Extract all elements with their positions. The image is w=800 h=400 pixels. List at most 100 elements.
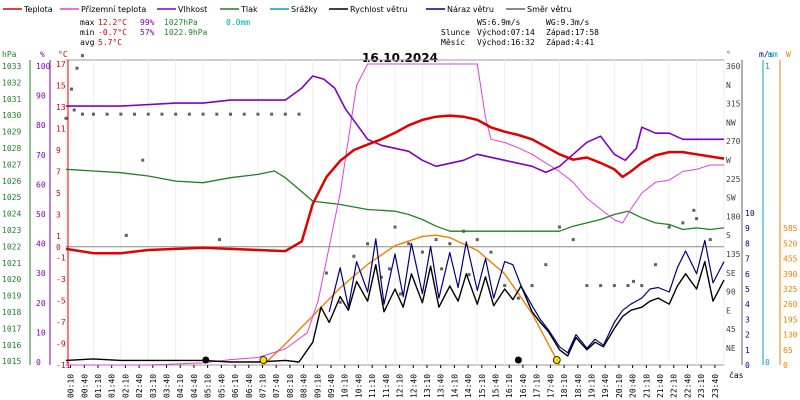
x-tick-label: 06:40 — [245, 374, 254, 398]
axis-tick-w: 0 — [783, 361, 788, 370]
x-tick-label: 23:40 — [711, 374, 720, 398]
x-tick-label: 11:10 — [368, 374, 377, 398]
wind-direction-dot — [489, 250, 493, 254]
axis-tick-pct: 90 — [36, 92, 46, 101]
axis-tick-ms: 7 — [745, 255, 750, 264]
x-tick-label: 20:40 — [629, 374, 638, 398]
moon-rise: Východ:16:32 — [477, 38, 535, 47]
wind-direction-dot — [72, 108, 76, 112]
axis-tick-ms: 8 — [745, 239, 750, 248]
legend-label: Vlhkost — [178, 5, 207, 14]
x-tick-label: 16:40 — [519, 374, 528, 398]
axis-tick-ms: 1 — [745, 346, 750, 355]
wind-direction-dot — [69, 87, 73, 91]
wind-direction-dot — [448, 242, 452, 246]
stat-min-humidity: 57% — [140, 28, 155, 37]
plot-area: 1033103210311030102910281027102610251024… — [2, 54, 798, 398]
legend-label: Srážky — [291, 5, 318, 14]
wind-direction-dot — [270, 112, 274, 116]
wind-direction-dot — [398, 292, 402, 296]
x-tick-label: 16:10 — [505, 374, 514, 398]
axis-tick-pct: 50 — [36, 210, 46, 219]
x-tick-label: 18:10 — [560, 374, 569, 398]
axis-tick-deg: 225 — [726, 175, 741, 184]
axis-tick-deg: S — [726, 231, 731, 240]
legend-label: Náraz větru — [447, 5, 494, 14]
wind-direction-dot — [585, 284, 589, 288]
axis-tick-ms: 10 — [745, 209, 755, 218]
wind-direction-dot — [708, 238, 712, 242]
axis-tick-deg: 315 — [726, 100, 741, 109]
axis-tick-w: 195 — [783, 315, 798, 324]
wind-direction-dot — [612, 284, 616, 288]
axis-tick-hpa: 1032 — [2, 78, 21, 87]
wind-direction-dot — [256, 112, 260, 116]
wind-direction-dot — [124, 233, 128, 237]
series-line — [65, 114, 725, 255]
wind-direction-dot — [388, 267, 392, 271]
x-tick-label: 10:40 — [354, 374, 363, 398]
x-tick-label: 09:40 — [327, 374, 336, 398]
wind-direction-dot — [475, 238, 479, 242]
wind-direction-dot — [297, 112, 301, 116]
x-tick-label: 07:10 — [258, 374, 267, 398]
unit-degc: °C — [58, 50, 68, 59]
stat-max-rain: 0.0mm — [226, 18, 250, 27]
axis-units: hPa % °C ° m/s mm W čas — [2, 50, 791, 380]
wind-gust-summary: WG:9.3m/s — [546, 18, 590, 27]
wind-direction-dot — [215, 112, 219, 116]
sunset-icon — [552, 356, 561, 364]
axis-tick-mm: 0 — [765, 358, 770, 367]
axis-tick-deg: 135 — [726, 250, 741, 259]
wind-direction-dot — [407, 242, 411, 246]
wind-direction-dot — [91, 112, 95, 116]
axis-tick-mm: 1 — [765, 62, 770, 71]
unit-w: W — [786, 50, 791, 59]
wind-direction-dot — [434, 238, 438, 242]
axis-tick-ms: 2 — [745, 331, 750, 340]
wind-direction-dot — [64, 116, 68, 120]
wind-direction-dot — [626, 284, 630, 288]
x-tick-label: 22:10 — [670, 374, 679, 398]
x-tick-label: 15:10 — [478, 374, 487, 398]
axis-tick-hpa: 1023 — [2, 226, 21, 235]
axis-tick-hpa: 1027 — [2, 160, 21, 169]
axis-tick-deg: 360 — [726, 62, 741, 71]
wind-direction-dot — [187, 112, 191, 116]
axis-tick-hpa: 1030 — [2, 111, 21, 120]
wind-direction-dot — [599, 284, 603, 288]
axis-tick-degc: 1 — [56, 232, 61, 241]
axis-tick-w: 130 — [783, 331, 798, 340]
x-tick-label: 21:40 — [656, 374, 665, 398]
legend: Teplota Přízemní teplota Vlhkost Tlak Sr… — [3, 5, 572, 14]
x-tick-label: 14:10 — [450, 374, 459, 398]
axis-tick-deg: N — [726, 81, 731, 90]
legend-item-temp: Teplota — [3, 5, 53, 14]
series-line — [65, 260, 725, 363]
legend-item-wind-dir: Směr větru — [506, 5, 572, 14]
wind-direction-dot — [201, 112, 205, 116]
legend-item-wind-gust: Náraz větru — [426, 5, 494, 14]
wind-direction-dot — [324, 271, 328, 275]
x-tick-label: 00:40 — [80, 374, 89, 398]
legend-item-ground-temp: Přízemní teplota — [60, 5, 146, 14]
axis-tick-pct: 60 — [36, 180, 46, 189]
wind-direction-dot — [653, 263, 657, 267]
x-tick-label: 21:10 — [642, 374, 651, 398]
axis-tick-pct: 80 — [36, 121, 46, 130]
axis-tick-ms: 6 — [745, 270, 750, 279]
x-tick-label: 05:40 — [217, 374, 226, 398]
axis-tick-degc: 3 — [56, 211, 61, 220]
wind-direction-dot — [695, 217, 699, 221]
wind-direction-dot — [640, 284, 644, 288]
unit-pct: % — [40, 50, 45, 59]
x-tick-label: 00:10 — [67, 374, 76, 398]
x-tick-label: 20:10 — [615, 374, 624, 398]
wind-direction-dot — [133, 112, 137, 116]
axis-tick-hpa: 1026 — [2, 177, 21, 186]
axis-tick-ms: 0 — [745, 361, 750, 370]
axis-tick-hpa: 1021 — [2, 259, 21, 268]
axis-tick-w: 455 — [783, 255, 798, 264]
axis-tick-pct: 20 — [36, 299, 46, 308]
